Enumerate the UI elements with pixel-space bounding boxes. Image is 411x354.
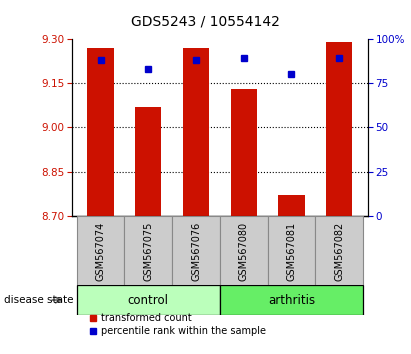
Bar xyxy=(125,216,172,285)
Text: arthritis: arthritis xyxy=(268,293,315,307)
Bar xyxy=(135,107,162,216)
Bar xyxy=(278,195,305,216)
Text: GSM567080: GSM567080 xyxy=(239,222,249,281)
Text: GSM567082: GSM567082 xyxy=(334,222,344,281)
Bar xyxy=(77,216,125,285)
Text: GSM567076: GSM567076 xyxy=(191,222,201,281)
Bar xyxy=(326,42,352,216)
Text: GDS5243 / 10554142: GDS5243 / 10554142 xyxy=(131,14,280,28)
Bar xyxy=(315,216,363,285)
Bar xyxy=(77,285,220,315)
Text: GSM567081: GSM567081 xyxy=(286,222,296,281)
Bar xyxy=(172,216,220,285)
Bar xyxy=(220,216,268,285)
Bar xyxy=(268,216,315,285)
Bar xyxy=(231,89,257,216)
Text: GSM567074: GSM567074 xyxy=(96,222,106,281)
Bar xyxy=(88,48,114,216)
Legend: transformed count, percentile rank within the sample: transformed count, percentile rank withi… xyxy=(85,310,270,340)
Bar xyxy=(183,48,209,216)
Bar xyxy=(220,285,363,315)
Text: GSM567075: GSM567075 xyxy=(143,222,153,281)
Text: disease state: disease state xyxy=(4,295,74,305)
Text: control: control xyxy=(128,293,169,307)
